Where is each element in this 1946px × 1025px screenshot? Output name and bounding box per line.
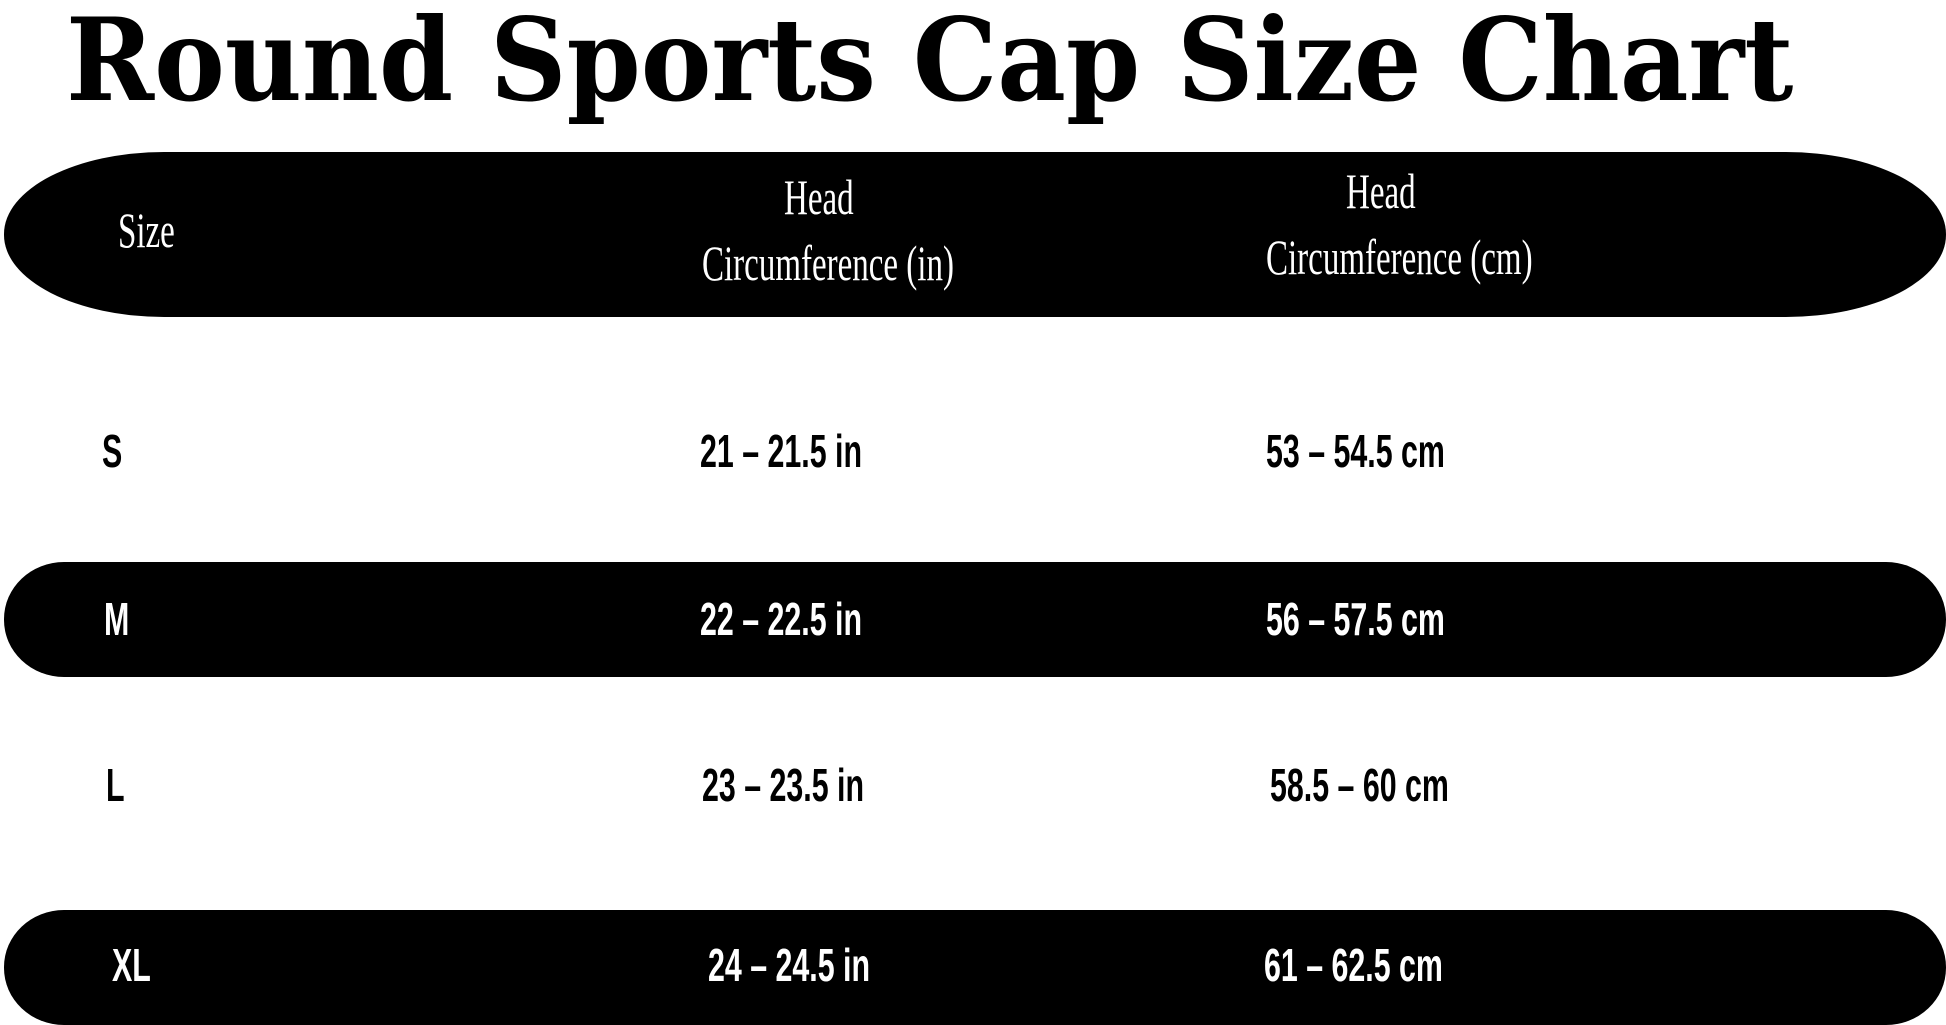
- row-band: [4, 562, 1946, 677]
- page-title: Round Sports Cap Size Chart: [66, 0, 1794, 127]
- cm-cell: 56 – 57.5 cm: [1266, 593, 1445, 645]
- inches-cell: 22 – 22.5 in: [700, 593, 863, 645]
- cm-cell: 53 – 54.5 cm: [1266, 425, 1445, 477]
- column-header-cm-line2: Circumference (cm): [1266, 229, 1533, 285]
- column-header-cm-line1: Head: [1346, 163, 1416, 219]
- header-band: [4, 152, 1946, 317]
- size-cell: L: [106, 759, 125, 811]
- column-header-inches-line2: Circumference (in): [702, 235, 954, 291]
- inches-cell: 21 – 21.5 in: [700, 425, 863, 477]
- cm-cell: 61 – 62.5 cm: [1264, 939, 1443, 991]
- size-cell: XL: [112, 939, 151, 991]
- inches-cell: 24 – 24.5 in: [708, 939, 871, 991]
- cm-cell: 58.5 – 60 cm: [1270, 759, 1449, 811]
- size-cell: M: [104, 593, 130, 645]
- size-cell: S: [102, 425, 123, 477]
- inches-cell: 23 – 23.5 in: [702, 759, 865, 811]
- column-header-cm: Head Circumference (cm): [1266, 158, 1670, 290]
- column-header-size: Size: [118, 202, 175, 258]
- column-header-inches-line1: Head: [784, 169, 854, 225]
- row-band: [4, 910, 1946, 1025]
- column-header-inches: Head Circumference (in): [702, 164, 1084, 296]
